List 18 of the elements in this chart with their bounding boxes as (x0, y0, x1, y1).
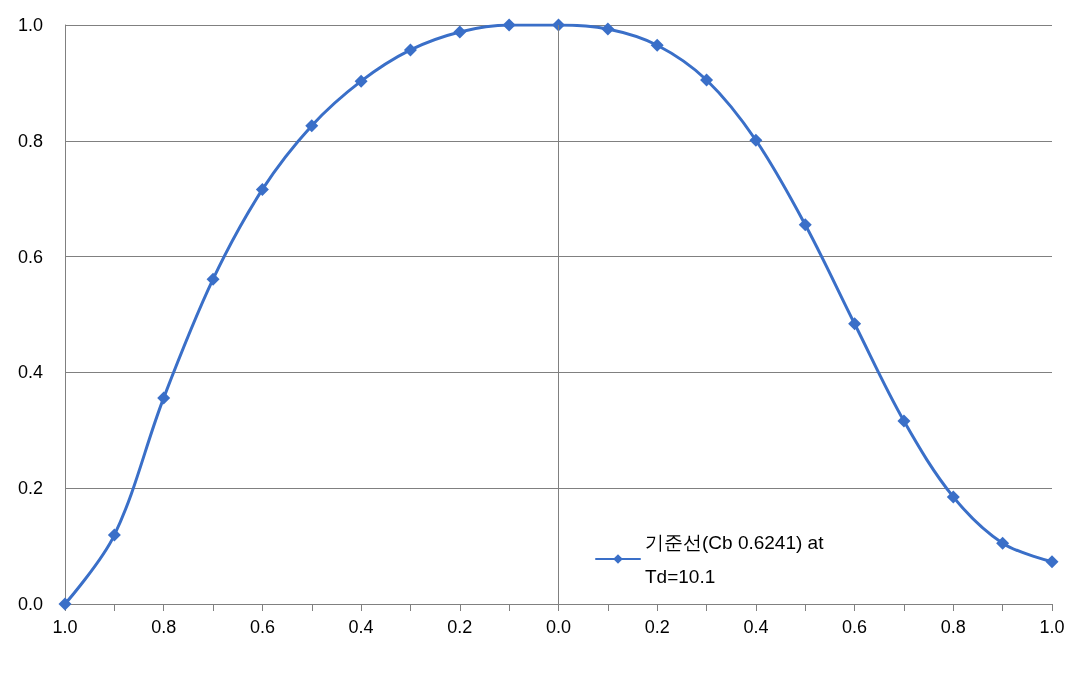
y-tick-label: 0.6 (17, 246, 43, 267)
x-tick-label: 0.8 (151, 617, 177, 637)
x-tick-label: 1.0 (1039, 617, 1065, 637)
x-tick-label: 0.0 (545, 617, 572, 637)
y-tick-label: 1.0 (17, 15, 43, 35)
x-tick-label: 0.4 (743, 617, 769, 637)
x-tick-label: 1.0 (52, 617, 78, 637)
x-tick-label: 0.8 (940, 617, 966, 637)
x-tick-label: 0.2 (644, 617, 670, 637)
x-tick-label: 0.6 (249, 617, 275, 637)
x-tick-label: 0.2 (447, 617, 473, 637)
x-tick-label: 0.6 (842, 617, 868, 637)
y-tick-label: 0.8 (17, 130, 43, 151)
y-tick-label: 0.0 (17, 594, 43, 614)
y-tick-label: 0.4 (17, 362, 43, 383)
y-tick-label: 0.2 (17, 478, 43, 499)
legend-label: 기준선(Cb 0.6241) at Td=10.1 (645, 531, 829, 587)
x-tick-label: 0.4 (348, 617, 374, 637)
